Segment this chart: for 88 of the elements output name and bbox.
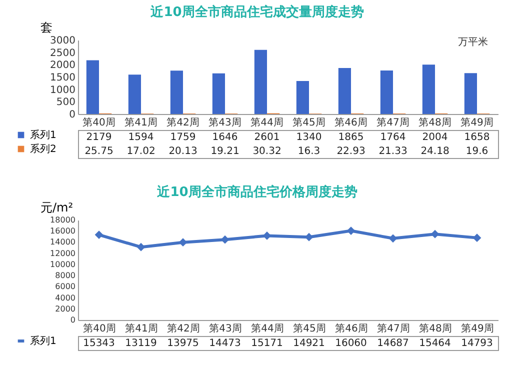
bar (212, 73, 225, 114)
x-tick-label: 第42周 (166, 116, 200, 128)
x-tick-label: 第40周 (83, 322, 116, 334)
data-label: 2179 (86, 132, 112, 143)
data-label: 21.33 (378, 146, 408, 157)
point (94, 230, 104, 239)
x-tick-label: 第43周 (208, 116, 242, 128)
bar (170, 70, 183, 114)
data-label: 17.02 (126, 146, 156, 157)
data-label: 13119 (125, 338, 157, 349)
y-tick-label: 2000 (50, 60, 76, 72)
x-tick-label: 第44周 (250, 116, 284, 128)
y-tick-label: 3000 (50, 36, 76, 46)
y-tick-label: 1000 (50, 84, 76, 96)
data-label: 2601 (254, 132, 280, 143)
x-tick-label: 第45周 (293, 322, 326, 334)
y-tick-label: 18000 (50, 216, 76, 224)
legend-label: 系列1 (30, 335, 56, 347)
y-tick-label: 12000 (50, 248, 76, 258)
data-label: 1764 (380, 132, 406, 143)
y-tick-label: 500 (56, 97, 76, 108)
y-tick-label: 2000 (55, 304, 76, 314)
data-label: 22.93 (336, 146, 366, 157)
data-label: 1759 (170, 132, 196, 143)
x-tick-label: 第46周 (334, 116, 368, 128)
data-label: 20.13 (168, 146, 198, 157)
data-label: 30.32 (252, 146, 282, 157)
chart-title: 近10周全市商品住宅价格周度走势 (156, 184, 358, 200)
data-label: 15343 (83, 338, 115, 349)
x-tick-label: 第47周 (376, 116, 410, 128)
y-tick-label: 0 (70, 316, 76, 324)
data-label: 15171 (251, 338, 283, 349)
y-tick-label: 8000 (55, 271, 76, 280)
x-tick-label: 第41周 (124, 116, 158, 128)
bar (464, 73, 477, 114)
x-tick-label: 第48周 (419, 322, 452, 334)
data-label: 19.6 (466, 146, 488, 157)
data-label: 1865 (338, 132, 364, 143)
legend-label: 系列2 (30, 143, 56, 155)
bar (128, 74, 141, 114)
annotation: 万平米 (458, 36, 488, 48)
y-tick-label: 14000 (50, 238, 76, 247)
x-tick-label: 第49周 (461, 322, 494, 334)
y-tick-label: 16000 (50, 226, 76, 236)
bar (296, 80, 309, 114)
data-label: 1646 (212, 132, 238, 143)
y-axis-title: 套 (40, 20, 52, 34)
chart-title: 近10周全市商品住宅成交量周度走势 (150, 4, 364, 20)
y-tick-label: 1500 (50, 72, 76, 84)
y-tick-label: 10000 (50, 260, 76, 269)
x-tick-label: 第40周 (82, 116, 116, 128)
y-tick-label: 0 (69, 110, 76, 120)
x-tick-label: 第45周 (292, 116, 326, 128)
bar (380, 70, 393, 114)
data-label: 13975 (167, 338, 199, 349)
data-label: 1594 (128, 132, 154, 143)
y-tick-label: 6000 (55, 282, 76, 292)
data-label: 16.3 (298, 146, 320, 157)
point (136, 242, 146, 252)
bar (254, 50, 267, 114)
x-tick-label: 第41周 (125, 322, 158, 334)
x-tick-label: 第46周 (335, 322, 368, 334)
data-label: 25.75 (84, 146, 114, 157)
data-label: 1658 (464, 132, 490, 143)
y-axis-title: 元/m² (40, 200, 74, 214)
x-tick-label: 第49周 (460, 116, 494, 128)
x-tick-label: 第47周 (377, 322, 410, 334)
data-label: 14473 (209, 338, 241, 349)
data-label: 1340 (296, 132, 322, 143)
x-tick-label: 第44周 (251, 322, 284, 334)
data-label: 15464 (419, 338, 451, 349)
legend-label: 系列1 (30, 129, 56, 141)
x-tick-label: 第42周 (167, 322, 200, 334)
x-tick-label: 第48周 (418, 116, 452, 128)
data-label: 24.18 (420, 146, 450, 157)
data-label: 2004 (422, 132, 448, 143)
bar (338, 68, 351, 114)
bar (422, 64, 435, 114)
data-label: 19.21 (210, 146, 240, 157)
bar (86, 60, 99, 114)
point (346, 226, 356, 235)
data-label: 14793 (461, 338, 493, 349)
y-tick-label: 4000 (55, 293, 76, 302)
x-tick-label: 第43周 (209, 322, 242, 334)
y-tick-label: 2500 (50, 48, 76, 59)
data-label: 16060 (335, 338, 367, 349)
data-label: 14921 (293, 338, 325, 349)
data-label: 14687 (377, 338, 409, 349)
